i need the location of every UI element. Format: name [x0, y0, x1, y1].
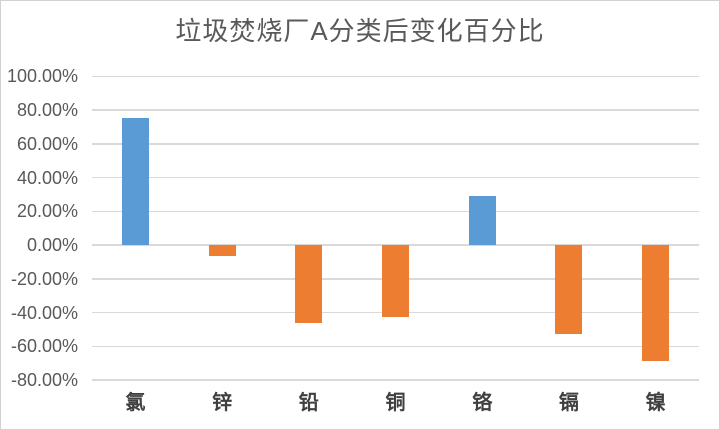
gridline [92, 75, 699, 77]
bar [555, 245, 583, 334]
x-axis-category-label: 铜 [385, 392, 406, 414]
gridline [92, 379, 699, 381]
chart-title: 垃圾焚烧厂A分类后变化百分比 [175, 16, 545, 46]
x-axis-category-label: 铅 [298, 392, 319, 414]
gridline [92, 345, 699, 347]
bar [121, 118, 149, 245]
y-axis-tick-label: 20.00% [16, 201, 78, 222]
bar [295, 245, 323, 323]
y-axis-tick-label: 40.00% [16, 167, 78, 188]
x-axis-category-label: 镉 [558, 392, 579, 414]
x-axis-category-label: 镍 [645, 392, 666, 414]
gridline [92, 109, 699, 111]
y-axis-tick-label: 100.00% [6, 66, 78, 87]
y-axis-tick-label: -80.00% [10, 370, 78, 390]
y-axis-tick-label: -60.00% [10, 336, 78, 357]
bar [382, 245, 409, 317]
x-axis-category-label: 锌 [212, 392, 233, 414]
gridline [92, 176, 699, 179]
bar [208, 245, 236, 256]
y-axis-tick-label: 80.00% [16, 100, 78, 120]
bar [642, 245, 670, 361]
y-axis-tick-label: 0.00% [26, 235, 78, 255]
x-axis-category-label: 铬 [472, 392, 493, 414]
bar [468, 196, 496, 245]
x-axis-category-label: 氯 [125, 392, 146, 414]
gridline [92, 210, 699, 212]
y-axis-tick-label: -40.00% [10, 302, 78, 323]
y-axis-tick-label: 60.00% [16, 133, 78, 154]
gridline [92, 143, 699, 145]
y-axis-tick-label: -20.00% [10, 268, 78, 289]
